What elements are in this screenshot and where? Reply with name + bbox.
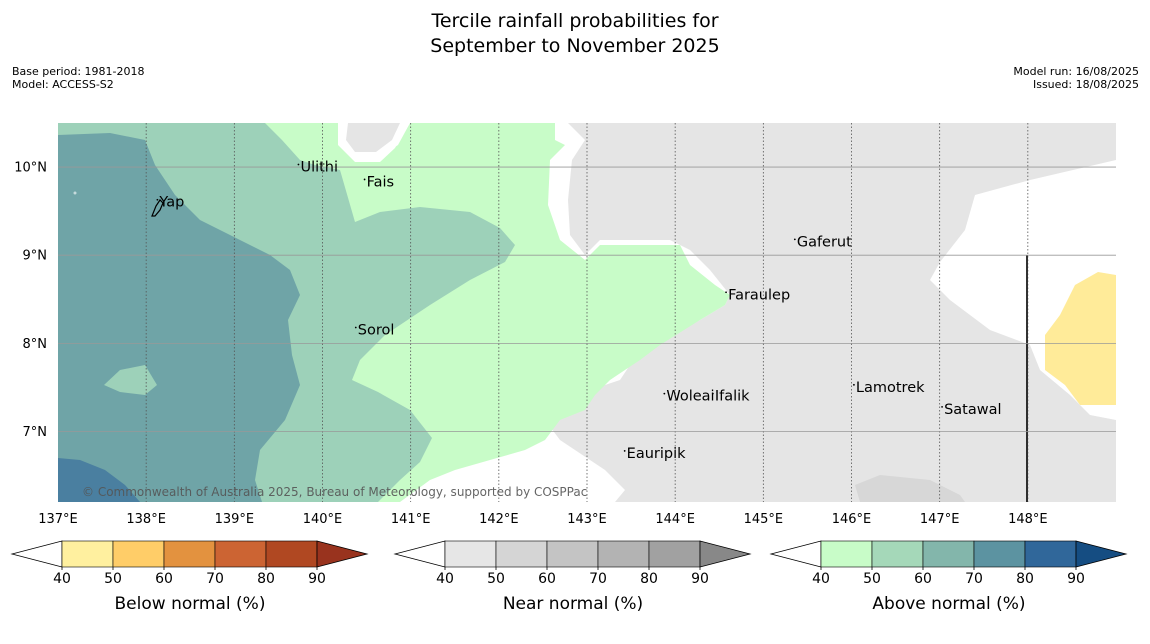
colorbar-tick-label: 90 bbox=[691, 571, 709, 587]
colorbar-tick-label: 70 bbox=[965, 571, 983, 587]
colorbar-segment bbox=[164, 541, 215, 567]
place-label: Satawal bbox=[944, 402, 1001, 418]
colorbar: 40 50 60 70 80 90 bbox=[395, 541, 750, 587]
lon-tick-label: 140°E bbox=[303, 512, 343, 527]
colorbar-tick-label: 60 bbox=[538, 571, 556, 587]
lon-tick-label: 148°E bbox=[1008, 512, 1048, 527]
lon-tick-label: 146°E bbox=[832, 512, 872, 527]
longitude-tick-labels: 137°E 138°E 139°E 140°E 141°E 142°E 143°E 144°E… bbox=[38, 512, 1047, 527]
colorbar-tick-label: 80 bbox=[257, 571, 275, 587]
place-marker bbox=[624, 450, 626, 452]
lon-tick-label: 138°E bbox=[126, 512, 166, 527]
colorbar: 40 50 60 70 80 90 bbox=[12, 541, 367, 587]
colorbar-tick-label: 40 bbox=[53, 571, 71, 587]
colorbar-tick-label: 90 bbox=[308, 571, 326, 587]
colorbar-segment bbox=[598, 541, 649, 567]
place-label: Eauripik bbox=[627, 446, 686, 462]
colorbar-segment bbox=[872, 541, 923, 567]
colorbar-tick-label: 70 bbox=[589, 571, 607, 587]
lon-tick-label: 144°E bbox=[655, 512, 695, 527]
yap-islet bbox=[74, 192, 77, 195]
lat-tick-label: 8°N bbox=[23, 337, 48, 352]
colorbar-segment bbox=[974, 541, 1025, 567]
colorbar-extend-low bbox=[771, 541, 821, 567]
lon-tick-label: 142°E bbox=[479, 512, 519, 527]
map-figure: Yap Ulithi Fais Gaferut Faraulep Sorol Woleai I… bbox=[0, 0, 1150, 644]
colorbar-label-near: Near normal (%) bbox=[395, 594, 751, 614]
colorbar-tick-label: 50 bbox=[104, 571, 122, 587]
colorbar-segment bbox=[496, 541, 547, 567]
place-marker bbox=[712, 393, 714, 395]
place-marker bbox=[725, 291, 727, 293]
lon-tick-label: 141°E bbox=[391, 512, 431, 527]
colorbar-segment bbox=[266, 541, 317, 567]
colorbar: 40 50 60 70 80 90 bbox=[771, 541, 1126, 587]
colorbar-segment bbox=[113, 541, 164, 567]
lat-tick-label: 7°N bbox=[23, 425, 48, 440]
colorbar-segment bbox=[649, 541, 700, 567]
colorbar-segment bbox=[445, 541, 496, 567]
colorbar-label-above: Above normal (%) bbox=[771, 594, 1127, 614]
colorbar-tick-label: 70 bbox=[206, 571, 224, 587]
place-marker bbox=[941, 406, 943, 408]
colorbar-segment bbox=[923, 541, 974, 567]
place-label: Ulithi bbox=[300, 159, 338, 175]
place-label: Ifalik bbox=[715, 389, 750, 405]
place-marker bbox=[355, 327, 357, 329]
place-marker bbox=[364, 179, 366, 181]
colorbar-segment bbox=[62, 541, 113, 567]
place-label: Sorol bbox=[358, 323, 395, 339]
map-area: Yap Ulithi Fais Gaferut Faraulep Sorol Woleai I… bbox=[58, 123, 1116, 502]
place-marker bbox=[853, 384, 855, 386]
latitude-tick-labels: 10°N 9°N 8°N 7°N bbox=[14, 161, 47, 440]
colorbar-segment bbox=[215, 541, 266, 567]
colorbar-tick-label: 40 bbox=[436, 571, 454, 587]
place-marker bbox=[663, 393, 665, 395]
place-label: Gaferut bbox=[797, 234, 852, 250]
lat-tick-label: 10°N bbox=[14, 161, 47, 176]
colorbar-extend-high bbox=[317, 541, 367, 567]
colorbar-tick-label: 90 bbox=[1067, 571, 1085, 587]
lon-tick-label: 143°E bbox=[567, 512, 607, 527]
colorbar-segment bbox=[821, 541, 872, 567]
place-label: Lamotrek bbox=[856, 380, 925, 396]
lon-tick-label: 147°E bbox=[920, 512, 960, 527]
lon-tick-label: 139°E bbox=[215, 512, 255, 527]
colorbar-extend-high bbox=[1076, 541, 1126, 567]
colorbar-tick-label: 40 bbox=[812, 571, 830, 587]
colorbar-segment bbox=[547, 541, 598, 567]
colorbar-extend-high bbox=[700, 541, 750, 567]
lon-tick-label: 137°E bbox=[38, 512, 78, 527]
colorbar-tick-label: 80 bbox=[1016, 571, 1034, 587]
colorbar-tick-label: 50 bbox=[487, 571, 505, 587]
place-marker bbox=[156, 199, 158, 201]
colorbar-tick-label: 60 bbox=[914, 571, 932, 587]
copyright-text: © Commonwealth of Australia 2025, Bureau… bbox=[82, 485, 587, 499]
place-label: Woleai bbox=[666, 389, 714, 405]
lon-tick-label: 145°E bbox=[744, 512, 784, 527]
colorbar-label-below: Below normal (%) bbox=[12, 594, 368, 614]
colorbars: 40 50 60 70 80 90 40 50 60 70 80 90 40 50 60 70 80 90 bbox=[12, 541, 1126, 587]
colorbar-tick-label: 60 bbox=[155, 571, 173, 587]
place-label: Fais bbox=[367, 174, 394, 190]
place-label: Yap bbox=[158, 195, 184, 211]
colorbar-tick-label: 50 bbox=[863, 571, 881, 587]
colorbar-extend-low bbox=[395, 541, 445, 567]
colorbar-tick-label: 80 bbox=[640, 571, 658, 587]
place-marker bbox=[794, 238, 796, 240]
lat-tick-label: 9°N bbox=[23, 249, 48, 264]
colorbar-segment bbox=[1025, 541, 1076, 567]
place-label: Faraulep bbox=[728, 287, 790, 303]
colorbar-extend-low bbox=[12, 541, 62, 567]
place-marker bbox=[298, 164, 300, 166]
